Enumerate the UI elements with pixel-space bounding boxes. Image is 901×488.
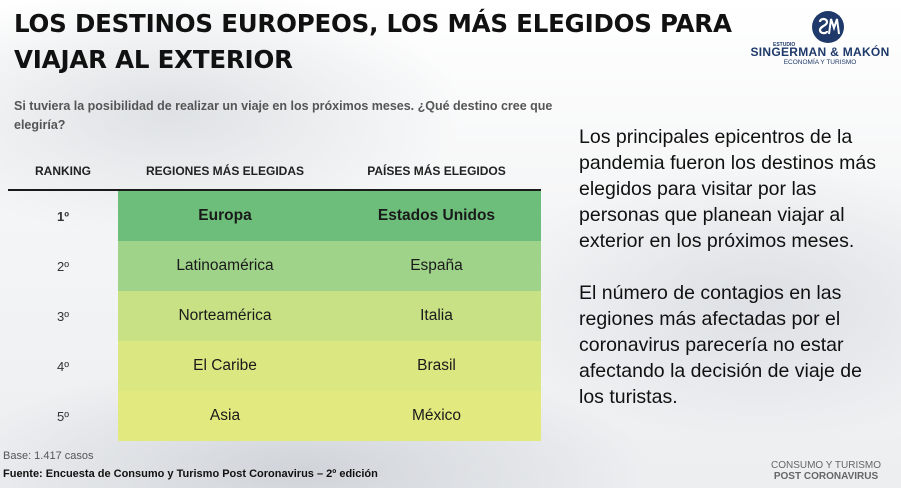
- header-regions: REGIONES MÁS ELEGIDAS: [145, 163, 305, 178]
- logo-estudio: ESTUDIO: [773, 42, 796, 48]
- footer-brand-line1: CONSUMO Y TURISMO: [770, 460, 881, 471]
- rank-cell: 1º: [57, 208, 69, 224]
- logo-brand: SINGERMAN & MAKÓN: [750, 45, 890, 59]
- ranking-table: RANKING REGIONES MÁS ELEGIDAS PAÍSES MÁS…: [8, 152, 541, 441]
- survey-question: Si tuviera la posibilidad de realizar un…: [14, 99, 553, 132]
- table-row: 3º Norteamérica Italia: [8, 291, 541, 341]
- country-cell: España: [332, 241, 541, 291]
- base-note: Base: 1.417 casos: [3, 450, 94, 462]
- sm-logo-icon: [812, 11, 844, 43]
- table-header: RANKING REGIONES MÁS ELEGIDAS PAÍSES MÁS…: [8, 152, 541, 191]
- country-cell: Brasil: [332, 341, 541, 391]
- footer-brand-line2: POST CORONAVIRUS: [773, 471, 879, 482]
- region-cell: Norteamérica: [118, 291, 332, 341]
- region-cell: Latinoamérica: [118, 241, 332, 291]
- rank-cell: 3º: [57, 308, 69, 324]
- commentary: Los principales epicentros de la pandemi…: [579, 124, 879, 410]
- company-logo: ESTUDIO SINGERMAN & MAKÓN ECONOMÍA Y TUR…: [745, 10, 895, 70]
- region-cell: Asia: [118, 391, 332, 441]
- country-cell: México: [332, 391, 541, 441]
- header-countries: PAÍSES MÁS ELEGIDOS: [367, 163, 506, 178]
- table-row: 2º Latinoamérica España: [8, 241, 541, 291]
- table-row: 4º El Caribe Brasil: [8, 341, 541, 391]
- country-cell: Italia: [332, 291, 541, 341]
- page-title: LOS DESTINOS EUROPEOS, LOS MÁS ELEGIDOS …: [14, 9, 732, 74]
- logo-tagline: ECONOMÍA Y TURISMO: [783, 59, 857, 66]
- table-row: 1º Europa Estados Unidos: [8, 191, 541, 241]
- rank-cell: 5º: [57, 408, 69, 424]
- rank-cell: 2º: [57, 258, 69, 274]
- region-cell: Europa: [118, 191, 332, 241]
- header-ranking: RANKING: [35, 163, 91, 178]
- source-note: Fuente: Encuesta de Consumo y Turismo Po…: [3, 468, 378, 480]
- rank-cell: 4º: [57, 358, 69, 374]
- footer-brand: CONSUMO Y TURISMO POST CORONAVIRUS: [760, 460, 892, 482]
- table-row: 5º Asia México: [8, 391, 541, 441]
- region-cell: El Caribe: [118, 341, 332, 391]
- commentary-paragraph: El número de contagios en las regiones m…: [579, 282, 862, 408]
- commentary-paragraph: Los principales epicentros de la pandemi…: [579, 126, 877, 252]
- country-cell: Estados Unidos: [332, 191, 541, 241]
